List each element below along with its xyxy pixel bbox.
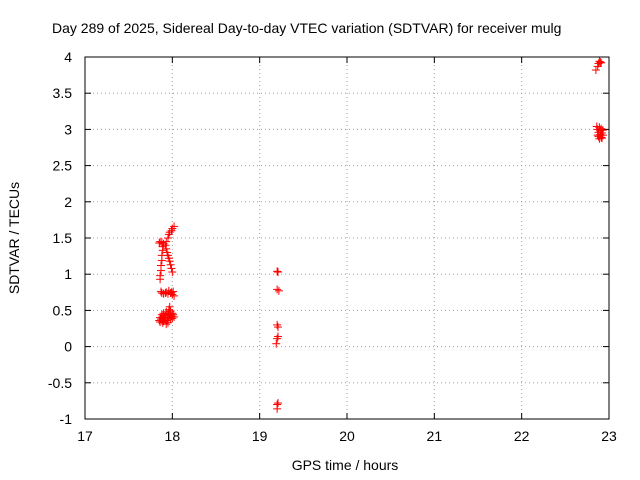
data-point (273, 285, 282, 294)
chart-title: Day 289 of 2025, Sidereal Day-to-day VTE… (52, 20, 561, 36)
x-tick-label: 23 (601, 428, 617, 444)
data-point (597, 58, 606, 67)
data-point (274, 332, 283, 341)
data-point (596, 58, 605, 67)
data-point (598, 131, 607, 140)
data-point (168, 268, 177, 277)
data-point (165, 257, 174, 266)
data-point (274, 399, 283, 408)
x-tick-label: 19 (252, 428, 268, 444)
data-point (162, 237, 171, 246)
data-point (272, 339, 281, 348)
grid (85, 57, 609, 419)
data-point (156, 261, 165, 270)
data-point (161, 241, 170, 250)
data-point (167, 264, 176, 273)
data-point (595, 57, 604, 66)
x-tick-labels: 17 18 19 20 21 22 23 (77, 428, 617, 444)
y-tick-label: 1.5 (53, 230, 73, 246)
data-point (165, 302, 174, 311)
x-tick-label: 18 (165, 428, 181, 444)
data-point (591, 66, 600, 75)
data-point (597, 124, 606, 133)
y-tick-label: -1 (60, 411, 73, 427)
data-point (156, 271, 165, 280)
x-tick-label: 20 (339, 428, 355, 444)
data-point (274, 286, 283, 295)
data-point (162, 244, 171, 253)
y-tick-label: 0 (64, 339, 72, 355)
data-point (166, 260, 175, 269)
y-axis-label: SDTVAR / TECUs (6, 182, 22, 294)
data-point (168, 314, 177, 323)
y-tick-label: 4 (64, 49, 72, 65)
data-point (163, 234, 172, 242)
y-tick-label: -0.5 (48, 375, 72, 391)
data-point (158, 318, 167, 327)
x-tick-label: 17 (77, 428, 93, 444)
y-tick-label: 2.5 (53, 158, 73, 174)
data-point (273, 404, 282, 413)
x-tick-label: 22 (514, 428, 530, 444)
data-point (273, 320, 282, 329)
data-points (155, 57, 607, 413)
data-point (170, 222, 179, 231)
data-point (170, 291, 179, 300)
y-tick-labels: -1 -0.5 0 0.5 1 1.5 2 2.5 3 3.5 4 (48, 49, 72, 427)
y-tick-label: 3 (64, 121, 72, 137)
data-point (162, 320, 171, 329)
axis-ticks (84, 56, 610, 420)
y-tick-label: 1 (64, 266, 72, 282)
data-point (274, 268, 283, 277)
x-axis-label: GPS time / hours (292, 457, 399, 473)
data-point (273, 267, 282, 276)
data-point (170, 312, 179, 321)
y-tick-label: 0.5 (53, 302, 73, 318)
y-tick-label: 2 (64, 194, 72, 210)
y-tick-label: 3.5 (53, 85, 73, 101)
data-point (169, 287, 178, 296)
data-point (274, 323, 283, 332)
x-tick-label: 21 (427, 428, 443, 444)
data-point (273, 334, 282, 343)
